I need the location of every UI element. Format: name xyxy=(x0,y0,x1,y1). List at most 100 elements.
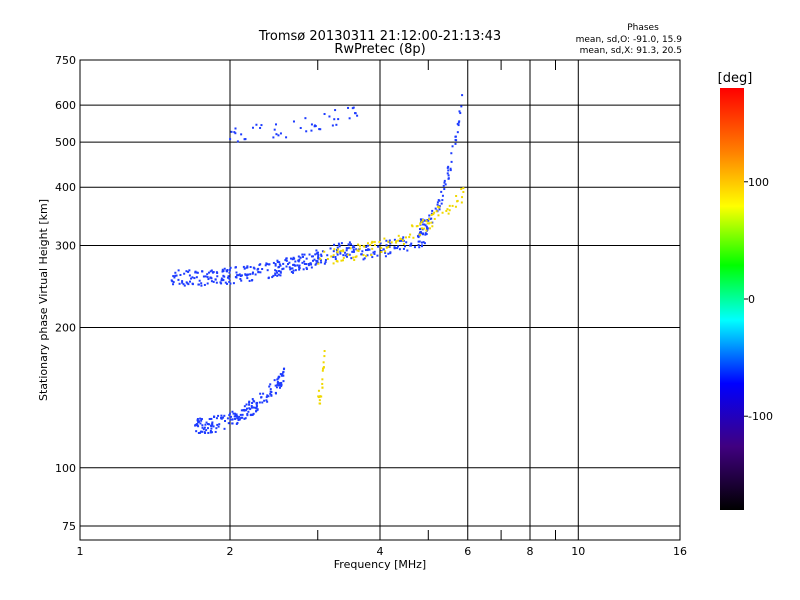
data-point xyxy=(200,430,203,433)
x-tick-label: 8 xyxy=(527,545,534,558)
data-point xyxy=(251,126,254,129)
data-point xyxy=(270,391,273,394)
data-point xyxy=(363,257,366,260)
data-point xyxy=(362,254,365,257)
data-point xyxy=(345,255,348,258)
data-point xyxy=(354,112,357,115)
data-point xyxy=(227,275,230,278)
data-point xyxy=(274,272,277,275)
data-point xyxy=(240,274,243,277)
data-point xyxy=(315,259,318,262)
data-point xyxy=(445,209,448,212)
data-point xyxy=(323,113,326,116)
x-tick-label: 16 xyxy=(673,545,687,558)
data-point xyxy=(440,202,443,205)
data-point xyxy=(319,128,322,131)
data-point xyxy=(226,417,229,420)
data-point xyxy=(208,423,211,426)
data-point xyxy=(345,249,348,252)
data-point xyxy=(222,269,225,272)
data-point xyxy=(437,214,440,217)
data-point xyxy=(366,242,369,245)
data-point xyxy=(172,283,175,286)
data-point xyxy=(331,124,334,127)
minor-ticks xyxy=(317,60,556,540)
data-point xyxy=(258,401,261,404)
data-point xyxy=(243,138,246,141)
data-point xyxy=(276,271,279,274)
data-point xyxy=(211,423,214,426)
data-point xyxy=(347,253,350,256)
data-point xyxy=(385,244,388,247)
data-point xyxy=(255,409,258,412)
data-point xyxy=(305,257,308,260)
data-point xyxy=(240,279,243,282)
data-point xyxy=(250,405,253,408)
data-point xyxy=(313,258,316,261)
data-point xyxy=(409,233,412,236)
data-point xyxy=(246,414,249,417)
data-point xyxy=(371,247,374,250)
data-point xyxy=(276,381,279,384)
data-point xyxy=(231,410,234,413)
data-point xyxy=(211,421,214,424)
data-point xyxy=(262,392,265,395)
data-point xyxy=(274,269,277,272)
data-point xyxy=(303,262,306,265)
data-point xyxy=(229,138,232,141)
data-point xyxy=(343,251,346,254)
data-point xyxy=(315,249,318,252)
data-point xyxy=(405,236,408,239)
data-point xyxy=(418,240,421,243)
data-point xyxy=(213,415,216,418)
data-point xyxy=(211,422,214,425)
data-point xyxy=(320,253,323,256)
data-point xyxy=(280,383,283,386)
data-point xyxy=(332,254,335,257)
data-point xyxy=(334,109,337,112)
data-point xyxy=(245,403,248,406)
data-point xyxy=(247,410,250,413)
data-point xyxy=(255,406,258,409)
data-point xyxy=(291,267,294,270)
data-point xyxy=(279,271,282,274)
data-point xyxy=(450,152,453,155)
data-point xyxy=(277,134,280,137)
data-point xyxy=(252,412,255,415)
x-tick-label: 4 xyxy=(377,545,384,558)
data-point xyxy=(274,263,277,266)
data-point xyxy=(214,430,217,433)
data-point xyxy=(198,279,201,282)
data-point xyxy=(332,255,335,258)
data-point xyxy=(248,400,251,403)
data-point xyxy=(422,223,425,226)
data-point xyxy=(221,268,224,271)
data-point xyxy=(393,246,396,249)
data-point xyxy=(246,265,249,268)
data-point xyxy=(329,247,332,250)
data-point xyxy=(320,261,323,264)
data-point xyxy=(204,275,207,278)
data-point xyxy=(373,240,376,243)
data-point xyxy=(251,272,254,275)
y-tick-label: 300 xyxy=(55,239,76,252)
x-tick-label: 2 xyxy=(227,545,234,558)
data-point xyxy=(228,277,231,280)
data-point xyxy=(335,259,338,262)
data-point xyxy=(288,266,291,269)
data-point xyxy=(258,263,261,266)
data-point xyxy=(356,114,359,117)
data-point xyxy=(335,249,338,252)
data-point xyxy=(460,201,463,204)
data-point xyxy=(252,406,255,409)
data-point xyxy=(373,250,376,253)
data-point xyxy=(200,284,203,287)
data-point xyxy=(249,408,252,411)
data-point xyxy=(370,253,373,256)
data-point xyxy=(388,246,391,249)
data-point xyxy=(318,128,321,131)
data-point xyxy=(299,126,302,129)
data-point xyxy=(408,236,411,239)
data-point xyxy=(419,222,422,225)
data-point xyxy=(208,418,211,421)
